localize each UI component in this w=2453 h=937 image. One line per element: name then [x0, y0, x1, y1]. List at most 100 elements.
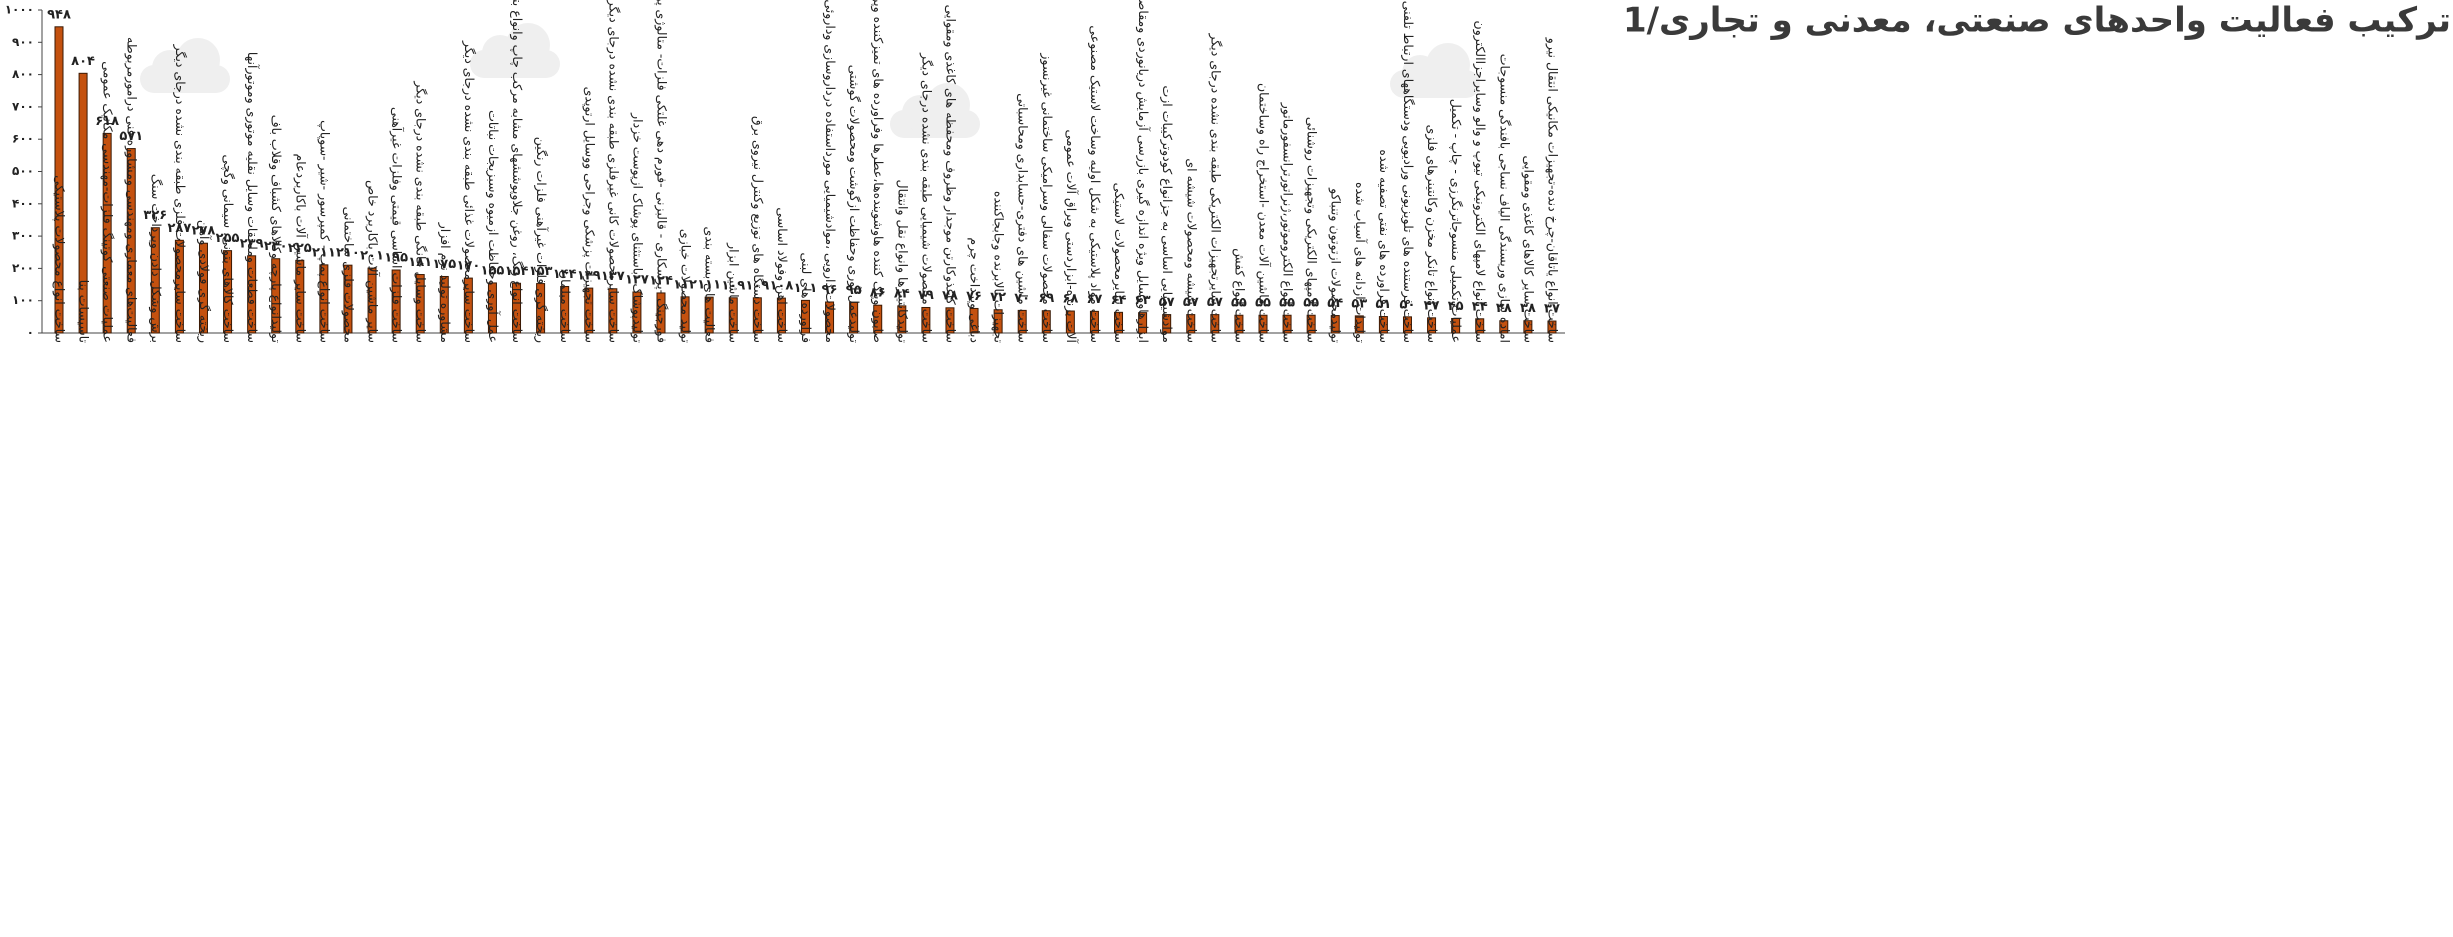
- bar: [1402, 316, 1412, 334]
- value-label: ۲۰۱: [360, 249, 384, 264]
- value-label: ۱۰۱: [794, 281, 818, 296]
- y-tick-label: ۵۰۰: [12, 164, 34, 178]
- x-tick-label: فعالیت‌های معماری ومهندسی ومشاوره فنی در…: [124, 37, 140, 343]
- bar: [776, 297, 786, 334]
- x-tick-label: ساخت ماشین ابزار: [726, 242, 742, 343]
- bar: [1451, 317, 1461, 334]
- value-label: ۳۷: [1544, 302, 1560, 317]
- value-label: ۳۸: [1496, 301, 1512, 316]
- y-tick-label: ۱۰۰۰: [5, 3, 34, 17]
- bar: [1306, 314, 1316, 334]
- bar: [1234, 314, 1244, 334]
- x-tick-label: ریخته گری فلزات غیرآهنی فلزات رنگین: [533, 137, 549, 343]
- y-tick-label: ۹۰۰: [12, 35, 34, 49]
- bar: [728, 297, 738, 334]
- value-label: ۸۶: [870, 286, 886, 301]
- value-label: ۷۶: [966, 289, 982, 304]
- value-label: ۹۴۸: [47, 7, 71, 22]
- y-tick-label: ۳۰۰: [12, 229, 34, 243]
- bar: [704, 296, 714, 334]
- x-tick-label: ساخت انواع محصولات پلاستیکی: [52, 175, 68, 343]
- bar: [126, 148, 136, 334]
- value-label: ۲۸۷: [167, 221, 191, 236]
- x-tick-label: ساخت دستگاه های توزیع وکنترل نیروی برق: [750, 116, 766, 343]
- value-label: ۵۳: [1351, 296, 1367, 311]
- bar: [632, 291, 642, 334]
- value-label: ۱۰۸: [769, 279, 793, 294]
- value-label: ۳۸: [1520, 301, 1536, 316]
- value-label: ۹۵: [846, 283, 862, 298]
- value-label: ۱۰۹: [721, 278, 745, 293]
- x-tick-label: فراورده های لبنی: [798, 253, 814, 343]
- bar: [1547, 320, 1557, 334]
- bar: [487, 282, 497, 334]
- bar: [993, 309, 1003, 334]
- bar: [752, 297, 762, 334]
- bar: [945, 307, 955, 334]
- value-label: ۱۰۹: [745, 278, 769, 293]
- value-label: ۵۷: [1159, 295, 1175, 310]
- value-label: ۵۵: [1255, 296, 1271, 311]
- chart-title: ترکیب فعالیت واحدهای صنعتی، معدنی و تجار…: [1623, 1, 2451, 41]
- bar: [1186, 314, 1196, 334]
- x-tick-label: تجهیزات بالابرنده وجابجاکننده: [991, 191, 1007, 344]
- value-label: ۸۰۴: [71, 54, 95, 69]
- x-tick-label: تولیدانواع پارچه وکالاهای کشباف وقلاب با…: [268, 115, 284, 344]
- x-tick-label: ساخت محصولات شیمیایی طبقه بندی نشده درجا…: [918, 52, 934, 343]
- x-tick-label: ساخت کالاهای بتونی، سیمانی وگچی: [220, 154, 236, 343]
- value-label: ۷۹: [918, 288, 934, 303]
- value-label: ۱۵۴: [505, 264, 529, 279]
- bar: [1499, 320, 1509, 334]
- x-tick-label: ساخت انواع لامپهای الکترونیکی تیوپ و وال…: [1472, 21, 1488, 343]
- bar: [78, 72, 88, 334]
- bar: [1475, 318, 1485, 334]
- value-label: ۲۱۱: [312, 245, 336, 260]
- value-label: ۱۵۳: [529, 264, 553, 279]
- bar: [512, 282, 522, 334]
- x-tick-label: مشاوره تولید نرم افزار: [437, 222, 453, 343]
- value-label: ۱۲۴: [649, 273, 673, 288]
- bar: [54, 26, 64, 334]
- value-label: ۲۳۰: [264, 239, 288, 254]
- x-tick-label: ساخت مواد پلاستیکی به شکل اولیه وساخت لا…: [1087, 25, 1103, 343]
- bar: [1017, 309, 1027, 334]
- bar: [849, 301, 859, 334]
- x-tick-label: ساخت محصولات سفالی وسرامیکی ساختمانی غیر…: [1039, 52, 1055, 343]
- value-label: ۵۷: [1183, 295, 1199, 310]
- y-tick-label: ۸۰۰: [12, 67, 34, 81]
- x-tick-label: دباغی وپرداخت چرم: [967, 237, 983, 343]
- bar: [295, 259, 305, 334]
- value-label: ۶۷: [1087, 292, 1103, 307]
- y-tick-label: ۱۰۰: [12, 293, 34, 307]
- bar: [584, 287, 594, 334]
- value-label: ۵۴: [1327, 296, 1343, 311]
- value-label: ۱۸۱: [408, 255, 432, 270]
- bar: [463, 277, 473, 334]
- value-label: ۱۵۵: [481, 263, 505, 278]
- value-label: ۸۴: [894, 286, 910, 301]
- bar: [1378, 316, 1388, 334]
- bar: [150, 227, 160, 334]
- bar: [536, 283, 546, 334]
- bar: [319, 264, 329, 334]
- bar: [608, 288, 618, 334]
- value-label: ۶۹: [1038, 291, 1054, 306]
- x-tick-label: ساخت سایرمحصولات کانی غیرفلزی طبقه بندی …: [605, 0, 621, 343]
- bar: [1330, 315, 1340, 334]
- x-tick-label: ساخت انواع تانکر مخزن وکانتینرهای فلزی: [1424, 125, 1440, 343]
- value-label: ۶۱۸: [95, 114, 119, 129]
- x-tick-label: فورجینگ -پرسکاری - قالبزنی -فورم دهی غلت…: [654, 0, 670, 343]
- value-label: ۹۶: [822, 282, 838, 297]
- x-tick-label: آلات برنده-ابزاردستی ویراق آلات عمومی: [1063, 129, 1079, 343]
- y-tick-label: ۲۰۰: [12, 261, 34, 275]
- value-label: ۵۵: [1231, 296, 1247, 311]
- value-label: ۱۱۱: [697, 278, 721, 293]
- bar: [1210, 314, 1220, 334]
- bar: [873, 304, 883, 334]
- value-label: ۲۲۵: [288, 241, 312, 256]
- value-label: ۱۲۷: [625, 272, 649, 287]
- x-tick-label: ساخت شیشه ومحصولات شیشه ای: [1183, 158, 1199, 343]
- bar: [1041, 310, 1051, 334]
- value-label: ۷۰: [1014, 291, 1030, 306]
